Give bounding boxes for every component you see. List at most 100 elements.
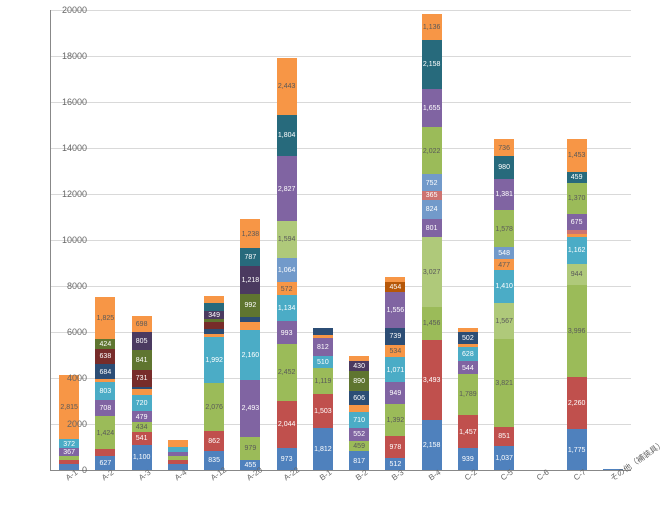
- bar-segment: [132, 432, 152, 444]
- bar-segment: [385, 282, 405, 292]
- bar-segment: [59, 460, 79, 464]
- bar-segment: [422, 14, 442, 40]
- y-tick-label: 20000: [47, 5, 87, 15]
- bar-segment: [240, 317, 260, 322]
- y-tick-label: 8000: [47, 281, 87, 291]
- bar-segment: [567, 183, 587, 215]
- bar-column: 1,7752,2603,9969441,1626751,3704591,453: [567, 10, 587, 470]
- bar-segment: [59, 439, 79, 448]
- bar-segment: [567, 377, 587, 429]
- bar-segment: [349, 356, 369, 361]
- bar-segment: [277, 221, 297, 258]
- bar-segment: [422, 191, 442, 199]
- y-tick-label: 14000: [47, 143, 87, 153]
- bar-segment: [567, 139, 587, 172]
- bar-segment: [168, 460, 188, 464]
- bar-segment: [168, 447, 188, 452]
- bar-segment: [313, 338, 333, 357]
- bar-segment: [204, 329, 224, 334]
- bar-segment: [313, 368, 333, 394]
- bar-segment: [458, 415, 478, 449]
- bar-segment: [277, 258, 297, 282]
- bar-segment: [95, 349, 115, 364]
- bar-segment: [204, 334, 224, 338]
- bar-segment: [313, 394, 333, 429]
- bar-column: [530, 10, 550, 470]
- bar-segment: [240, 322, 260, 330]
- bar-segment: [349, 405, 369, 411]
- bar-segment: [204, 337, 224, 383]
- y-tick-label: 16000: [47, 97, 87, 107]
- bar-segment: [277, 401, 297, 448]
- bar-segment: [349, 428, 369, 441]
- bar-segment: [494, 446, 514, 470]
- bar-column: 9391,4571,789544628502: [458, 10, 478, 470]
- bar-segment: [567, 172, 587, 183]
- bar-segment: [277, 295, 297, 321]
- bar-segment: [494, 247, 514, 260]
- y-tick-label: 18000: [47, 51, 87, 61]
- bar-segment: [132, 422, 152, 432]
- bar-segment: [168, 452, 188, 456]
- bar-segment: [204, 303, 224, 311]
- bar-segment: [95, 297, 115, 339]
- bar-segment: [95, 339, 115, 349]
- bar-segment: [95, 416, 115, 449]
- bar-segment: [277, 344, 297, 400]
- y-tick-label: 6000: [47, 327, 87, 337]
- bar-column: 1,0378513,8211,5671,4104775481,5781,3819…: [494, 10, 514, 470]
- bar-segment: [385, 436, 405, 458]
- bar-segment: [240, 219, 260, 247]
- bar-segment: [349, 412, 369, 428]
- bar-segment: [277, 156, 297, 221]
- bar-segment: [240, 330, 260, 380]
- bar-segment: [204, 383, 224, 431]
- bar-segment: [95, 382, 115, 400]
- bar-segment: [277, 115, 297, 156]
- bar-segment: [204, 431, 224, 451]
- bar-segment: [132, 445, 152, 470]
- bar-segment: [422, 420, 442, 470]
- stacked-bar-chart: 3673722,8156271,4247088036846384241,8251…: [0, 0, 672, 519]
- bar-column: 817459552710606890430: [349, 10, 369, 470]
- bar-column: 4559792,4932,1609921,2187871,238: [240, 10, 260, 470]
- y-tick-label: 10000: [47, 235, 87, 245]
- bar-segment: [313, 328, 333, 335]
- bar-segment: [313, 335, 333, 338]
- bar-segment: [458, 347, 478, 361]
- bar-segment: [240, 380, 260, 437]
- bar-segment: [204, 322, 224, 328]
- bar-segment: [494, 270, 514, 302]
- bar-segment: [385, 345, 405, 357]
- bar-segment: [494, 303, 514, 339]
- bar-segment: [385, 328, 405, 345]
- bar-column: 1,100541434479720731841805698: [132, 10, 152, 470]
- bar-segment: [422, 219, 442, 237]
- bar-segment: [240, 294, 260, 317]
- bar-segment: [59, 448, 79, 456]
- bar-segment: [567, 237, 587, 264]
- bar-column: [168, 10, 188, 470]
- bar-segment: [132, 389, 152, 395]
- bar-column: 9732,0442,4529931,1345721,0641,5942,8271…: [277, 10, 297, 470]
- bar-segment: [132, 411, 152, 422]
- bar-segment: [567, 429, 587, 470]
- bar-segment: [458, 328, 478, 332]
- bar-segment: [422, 237, 442, 307]
- bar-segment: [59, 456, 79, 459]
- bar-segment: [277, 58, 297, 114]
- bar-segment: [277, 282, 297, 295]
- bar-segment: [385, 292, 405, 328]
- bar-segment: [458, 448, 478, 470]
- bar-segment: [204, 319, 224, 322]
- bar-segment: [567, 230, 587, 235]
- bar-segment: [422, 127, 442, 174]
- y-tick-label: 12000: [47, 189, 87, 199]
- bar-segment: [313, 428, 333, 470]
- bar-segment: [458, 332, 478, 344]
- bar-segment: [168, 440, 188, 448]
- bar-segment: [168, 464, 188, 470]
- bar-segment: [385, 277, 405, 282]
- bar-segment: [458, 344, 478, 347]
- bar-column: 2,1583,4931,4563,0278018243657522,0221,6…: [422, 10, 442, 470]
